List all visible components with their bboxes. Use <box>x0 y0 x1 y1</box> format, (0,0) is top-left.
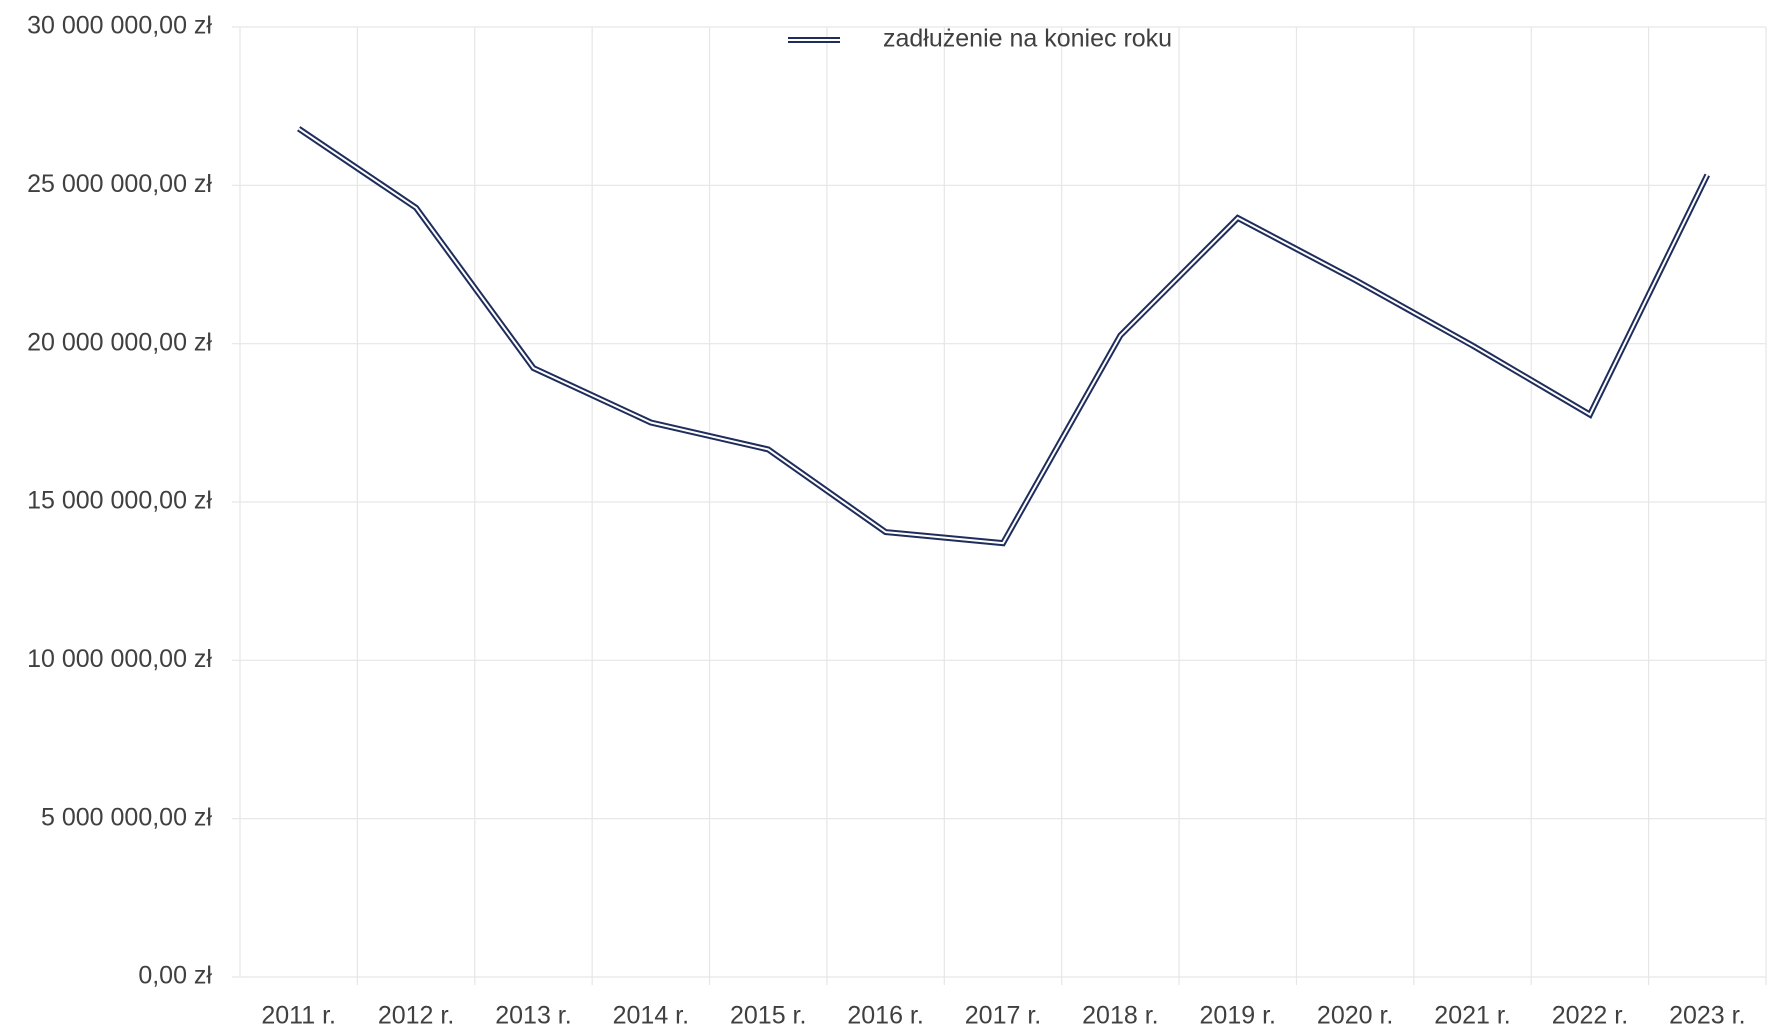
x-tick-label: 2019 r. <box>1200 1002 1276 1030</box>
x-tick-label: 2023 r. <box>1669 1002 1745 1030</box>
x-tick-label: 2016 r. <box>847 1002 923 1030</box>
x-tick-label: 2020 r. <box>1317 1002 1393 1030</box>
x-tick-label: 2017 r. <box>965 1002 1041 1030</box>
x-tick-label: 2018 r. <box>1082 1002 1158 1030</box>
y-tick-label: 30 000 000,00 zł <box>27 12 212 40</box>
legend-label: zadłużenie na koniec roku <box>883 25 1172 53</box>
x-tick-label: 2011 r. <box>261 1002 336 1030</box>
x-tick-label: 2013 r. <box>495 1002 571 1030</box>
x-tick-label: 2021 r. <box>1434 1002 1510 1030</box>
x-tick-label: 2014 r. <box>613 1002 689 1030</box>
y-tick-label: 5 000 000,00 zł <box>41 803 212 831</box>
x-tick-label: 2022 r. <box>1552 1002 1628 1030</box>
y-tick-label: 10 000 000,00 zł <box>27 645 212 673</box>
x-tick-label: 2015 r. <box>730 1002 806 1030</box>
series-line-inner <box>298 127 1709 545</box>
y-tick-label: 0,00 zł <box>138 962 212 990</box>
x-tick-label: 2012 r. <box>378 1002 454 1030</box>
y-tick-label: 25 000 000,00 zł <box>27 170 212 198</box>
y-tick-label: 15 000 000,00 zł <box>27 487 212 515</box>
y-tick-label: 20 000 000,00 zł <box>27 328 212 356</box>
